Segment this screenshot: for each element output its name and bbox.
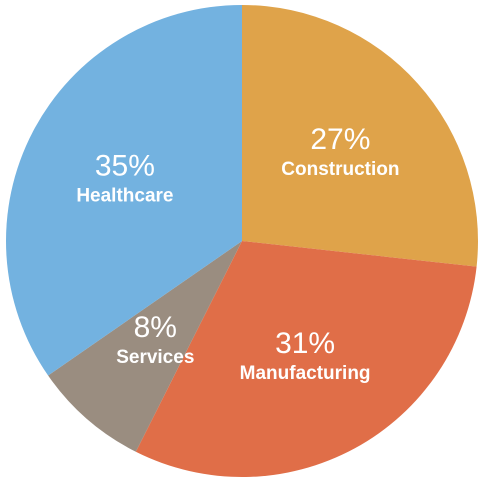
slice-value-label-manufacturing: 31% (275, 327, 335, 360)
slice-name-label-manufacturing: Manufacturing (240, 363, 371, 384)
slice-name-label-construction: Construction (281, 159, 399, 180)
slice-name-label-healthcare: Healthcare (76, 186, 173, 207)
slice-value-label-healthcare: 35% (95, 150, 155, 183)
slice-value-label-construction: 27% (310, 123, 370, 156)
pie-slices (6, 5, 478, 477)
slice-name-label-services: Services (116, 347, 194, 368)
slice-value-label-services: 8% (134, 311, 177, 344)
